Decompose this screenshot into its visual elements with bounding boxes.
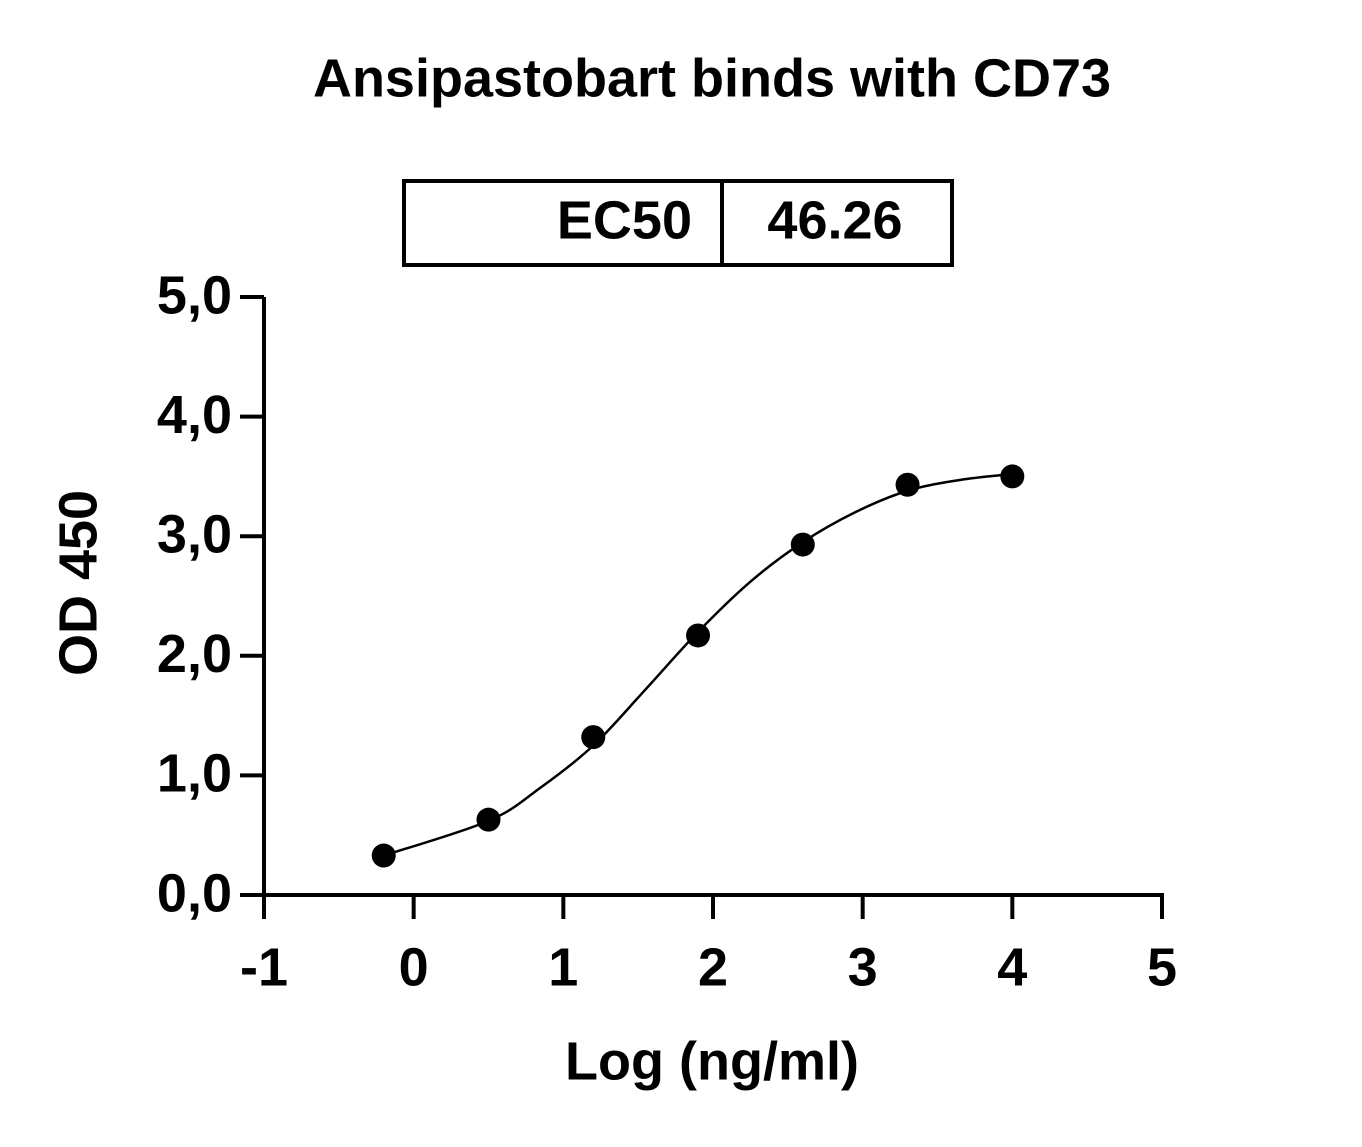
fit-curve [383, 472, 1013, 857]
x-tick-label: -1 [240, 937, 288, 997]
data-point [371, 843, 396, 868]
ec50-value: 46.26 [767, 190, 902, 250]
data-point [581, 725, 606, 750]
ec50-label: EC50 [557, 190, 692, 250]
chart-title: Ansipastobart binds with CD73 [313, 48, 1111, 108]
data-point [895, 472, 920, 497]
x-tick-label: 0 [399, 937, 429, 997]
x-tick-label: 4 [997, 937, 1027, 997]
y-tick-label: 2,0 [157, 624, 232, 684]
ec50-box [402, 179, 954, 267]
x-tick-label: 1 [548, 937, 578, 997]
x-tick-label: 2 [698, 937, 728, 997]
y-axis-label: OD 450 [48, 490, 108, 676]
x-axis-label: Log (ng/ml) [565, 1031, 859, 1091]
data-point [476, 807, 501, 832]
y-tick-label: 3,0 [157, 504, 232, 564]
y-tick-label: 5,0 [157, 265, 232, 325]
data-point [686, 623, 711, 648]
y-tick-label: 1,0 [157, 744, 232, 804]
y-tick-label: 0,0 [157, 863, 232, 923]
y-tick-label: 4,0 [157, 385, 232, 445]
x-tick-label: 3 [848, 937, 878, 997]
x-tick-label: 5 [1147, 937, 1177, 997]
data-point [1000, 464, 1025, 489]
data-point [790, 532, 815, 557]
